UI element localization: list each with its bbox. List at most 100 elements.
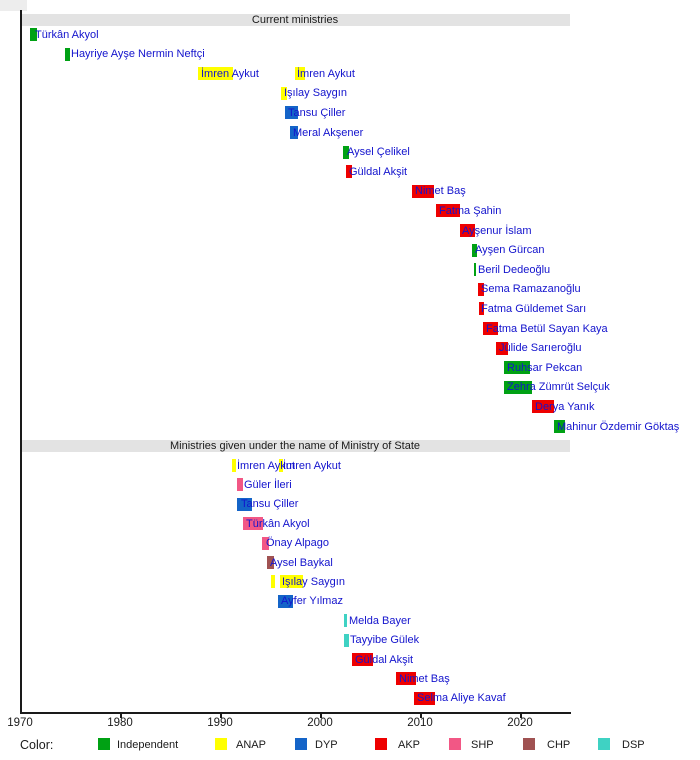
axis-tick-label: 1970 xyxy=(7,717,33,729)
axis-tick-label: 1980 xyxy=(107,717,133,729)
minister-name[interactable]: Güler İleri xyxy=(244,478,292,491)
minister-name[interactable]: Fatma Güldemet Sarı xyxy=(481,302,587,315)
axis-tick xyxy=(120,712,122,718)
section-header: Current ministries xyxy=(20,14,570,26)
minister-name[interactable]: Sema Ramazanoğlu xyxy=(481,283,581,296)
timeline-bar[interactable] xyxy=(472,243,477,257)
legend-swatch-dyp xyxy=(295,738,307,750)
legend-label: AKP xyxy=(398,739,421,751)
y-axis-line xyxy=(20,10,22,712)
minister-name[interactable]: Fatma Şahin xyxy=(439,204,502,217)
timeline-bar[interactable] xyxy=(237,497,252,511)
minister-name[interactable]: Işılay Saygın xyxy=(284,87,347,100)
timeline-bar[interactable] xyxy=(295,67,305,81)
timeline-bar[interactable] xyxy=(412,184,434,198)
timeline-bar[interactable] xyxy=(237,478,243,492)
axis-tick xyxy=(220,712,222,718)
timeline-bar[interactable] xyxy=(280,575,303,589)
minister-name[interactable]: İmren Aykut xyxy=(283,459,341,472)
minister-name[interactable]: Derya Yanık xyxy=(535,400,595,413)
timeline-bar[interactable] xyxy=(478,282,484,296)
timeline-bar[interactable] xyxy=(479,302,484,316)
timeline-bar[interactable] xyxy=(344,614,347,628)
legend-label: Independent xyxy=(117,739,179,751)
timeline-bar[interactable] xyxy=(243,517,263,531)
timeline-bar[interactable] xyxy=(483,322,498,335)
axis-tick-label: 2010 xyxy=(407,717,433,729)
minister-name[interactable]: Işılay Saygın xyxy=(282,575,345,588)
timeline-bar[interactable] xyxy=(281,86,287,100)
timeline-bar[interactable] xyxy=(346,165,352,179)
minister-name[interactable]: Ruhsar Pekcan xyxy=(507,361,583,374)
legend-label: CHP xyxy=(547,739,571,751)
minister-name[interactable]: Önay Alpago xyxy=(266,537,329,550)
timeline-bar[interactable] xyxy=(285,106,298,120)
legend-label: DYP xyxy=(315,739,338,751)
minister-name[interactable]: Jülide Sarıeroğlu xyxy=(499,342,582,355)
legend-swatch-anap xyxy=(215,738,227,750)
timeline-bar[interactable] xyxy=(278,594,293,608)
axis-tick-label: 1990 xyxy=(207,717,233,729)
minister-name[interactable]: Güldal Akşit xyxy=(355,653,414,666)
timeline-bar[interactable] xyxy=(460,224,475,237)
axis-tick xyxy=(420,712,422,718)
minister-name[interactable]: İmren Aykut xyxy=(237,459,295,472)
minister-name[interactable]: Aysel Baykal xyxy=(270,556,333,569)
legend-swatch-shp xyxy=(449,738,461,750)
axis-tick-label: 2020 xyxy=(507,717,533,729)
timeline-bar[interactable] xyxy=(279,459,283,472)
timeline-bar[interactable] xyxy=(352,653,373,666)
minister-name[interactable]: İmren Aykut xyxy=(297,67,355,80)
minister-name[interactable]: Ayşen Gürcan xyxy=(475,244,545,257)
timeline-bar[interactable] xyxy=(344,633,349,647)
minister-name[interactable]: Mahinur Özdemir Göktaş xyxy=(557,420,680,433)
minister-name[interactable]: Tansu Çiller xyxy=(241,498,299,511)
legend-swatch-chp xyxy=(523,738,535,750)
timeline-bar[interactable] xyxy=(232,459,236,472)
timeline-bar[interactable] xyxy=(262,536,269,550)
timeline-bar[interactable] xyxy=(554,420,565,433)
legend-label: DSP xyxy=(622,739,645,751)
timeline-bar[interactable] xyxy=(414,691,435,705)
minister-name[interactable]: Meral Akşener xyxy=(293,126,364,139)
minister-name[interactable]: Türkân Akyol xyxy=(35,28,99,41)
minister-name[interactable]: Güldal Akşit xyxy=(349,165,408,178)
minister-name[interactable]: Tayyibe Gülek xyxy=(350,634,420,647)
timeline-bar[interactable] xyxy=(65,47,70,61)
timeline-bar[interactable] xyxy=(290,126,298,139)
timeline-bar[interactable] xyxy=(396,672,416,686)
timeline-bar[interactable] xyxy=(474,263,476,277)
legend-title: Color: xyxy=(20,738,54,752)
legend-swatch-independent xyxy=(98,738,110,750)
section-header: Ministries given under the name of Minis… xyxy=(20,440,570,452)
minister-name[interactable]: Zehra Zümrüt Selçuk xyxy=(507,381,610,394)
timeline-bar[interactable] xyxy=(504,380,532,394)
legend-label: ANAP xyxy=(236,739,266,751)
minister-name[interactable]: Melda Bayer xyxy=(349,614,411,627)
minister-name[interactable]: Hayriye Ayşe Nermin Neftçi xyxy=(71,48,205,61)
minister-name[interactable]: Fatma Betül Sayan Kaya xyxy=(486,322,608,335)
minister-name[interactable]: Ayfer Yılmaz xyxy=(281,595,343,608)
timeline-bar[interactable] xyxy=(436,204,460,218)
timeline-bar[interactable] xyxy=(198,67,233,81)
axis-tick xyxy=(520,712,522,718)
timeline-bar[interactable] xyxy=(532,400,554,414)
minister-name[interactable]: Nimet Baş xyxy=(415,185,466,198)
timeline-bar[interactable] xyxy=(271,575,275,589)
corner-artifact xyxy=(0,0,27,11)
timeline-bar[interactable] xyxy=(267,556,274,569)
timeline-bar[interactable] xyxy=(504,361,530,375)
minister-name[interactable]: Tansu Çiller xyxy=(288,106,346,119)
minister-name[interactable]: Nimet Baş xyxy=(399,672,450,685)
minister-name[interactable]: Aysel Çelikel xyxy=(347,146,410,159)
minister-name[interactable]: Ayşenur İslam xyxy=(462,224,532,237)
minister-name[interactable]: Selma Aliye Kavaf xyxy=(417,692,506,705)
timeline-bar[interactable] xyxy=(30,28,37,41)
timeline-bar[interactable] xyxy=(343,145,349,159)
minister-name[interactable]: İmren Aykut xyxy=(201,67,259,80)
legend-swatch-dsp xyxy=(598,738,610,750)
timeline-bar[interactable] xyxy=(496,341,508,355)
minister-name[interactable]: Türkân Akyol xyxy=(246,517,310,530)
minister-name[interactable]: Beril Dedeoğlu xyxy=(478,263,551,276)
